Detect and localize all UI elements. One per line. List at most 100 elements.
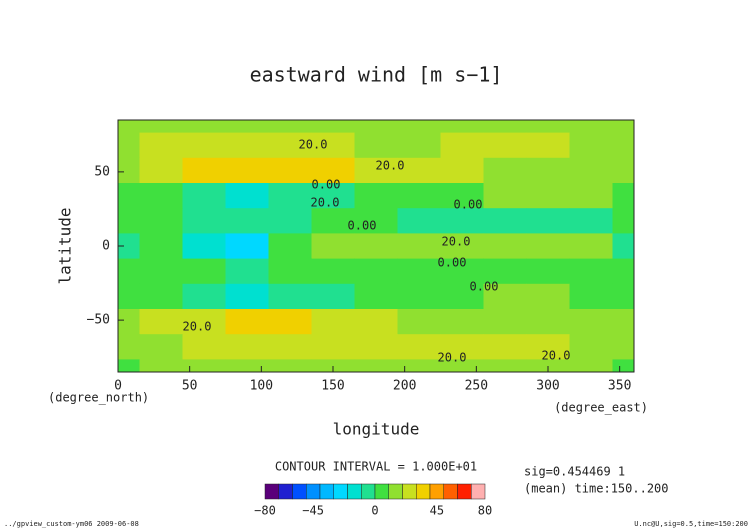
contour-cell [483,183,527,209]
contour-cell [311,208,355,234]
contour-cell [118,120,140,134]
colorbar-box [361,483,376,500]
colorbar-box [319,483,334,500]
contour-cell [139,359,183,373]
contour-cell [225,183,269,209]
x-tick-label: 50 [182,379,198,394]
contour-label: 0.00 [470,280,499,294]
colorbar-box [278,483,293,500]
contour-cell [118,233,140,260]
x-tick-label: 350 [608,379,631,394]
contour-cell [397,309,441,335]
contour-cell [440,258,484,285]
contour-cell [526,183,570,209]
contour-cell [526,258,570,285]
contour-cell [139,120,183,134]
contour-cell [440,157,484,184]
contour-cell [612,334,635,360]
contour-cell [397,334,441,360]
contour-cell [268,258,312,285]
contour-cell [483,359,527,373]
contour-cell [311,183,355,209]
contour-cell [612,233,635,260]
contour-cell [483,208,527,234]
contour-cell [268,283,312,310]
contour-cell [268,208,312,234]
contour-cell [118,157,140,184]
contour-cell [118,283,140,310]
contour-cell [182,208,226,234]
contour-cell [526,132,570,159]
contour-cell [182,334,226,360]
contour-label: 0.00 [454,198,483,212]
contour-cell [118,309,140,335]
contour-cell [483,309,527,335]
colorbar-tick-label: 80 [478,504,492,518]
contour-cell [311,132,355,159]
contour-label: 20.0 [542,349,571,363]
contour-label: 0.00 [438,256,467,270]
contour-cell [354,309,398,335]
contour-cell [612,132,635,159]
contour-cell [569,157,613,184]
colorbar-tick-label: 0 [371,504,378,518]
contour-cell [526,208,570,234]
contour-label: 0.00 [312,178,341,192]
contour-cell [612,283,635,310]
x-tick-label: 200 [393,379,416,394]
contour-cell [354,120,398,134]
contour-cell [612,258,635,285]
contour-cell [354,334,398,360]
contour-cell [569,258,613,285]
contour-cell [268,359,312,373]
contour-cell [118,183,140,209]
contour-cell [225,157,269,184]
contour-cell [483,120,527,134]
y-unit: (degree_north) [48,391,149,405]
contour-cell [440,309,484,335]
contour-cell [397,208,441,234]
contour-cell [612,208,635,234]
contour-cell [569,334,613,360]
contour-cell [569,309,613,335]
contour-cell [139,258,183,285]
contour-cell [225,120,269,134]
contour-cell [569,359,613,373]
contour-cell [354,258,398,285]
contour-label: 20.0 [438,351,467,365]
contour-cell [569,233,613,260]
colorbar-box [416,483,431,500]
contour-cell [182,132,226,159]
contour-cell [440,359,484,373]
contour-cell [225,283,269,310]
contour-cell [612,157,635,184]
colorbar-box [292,483,307,500]
x-unit: (degree_east) [554,401,648,415]
contour-label: 20.0 [183,320,212,334]
contour-cell [139,233,183,260]
contour-cell [397,132,441,159]
contour-cell [139,183,183,209]
contour-cell [397,120,441,134]
contour-cell [118,359,140,373]
y-tick-label: 50 [94,164,110,179]
contour-cell [225,334,269,360]
contour-cell [483,233,527,260]
contour-cell [440,233,484,260]
contour-cell [354,359,398,373]
info-line: (mean) time:150..200 [524,482,669,496]
contour-cell [225,208,269,234]
contour-cell [311,309,355,335]
contour-cell [182,359,226,373]
y-tick-label: −50 [87,313,110,328]
contour-cell [268,120,312,134]
colorbar-box [443,483,458,500]
contour-cell [483,258,527,285]
contour-cell [139,283,183,310]
chart-title: eastward wind [m s−1] [250,63,503,87]
contour-cell [569,208,613,234]
colorbar-box [264,483,279,500]
contour-cell [311,258,355,285]
colorbar-box [457,483,472,500]
